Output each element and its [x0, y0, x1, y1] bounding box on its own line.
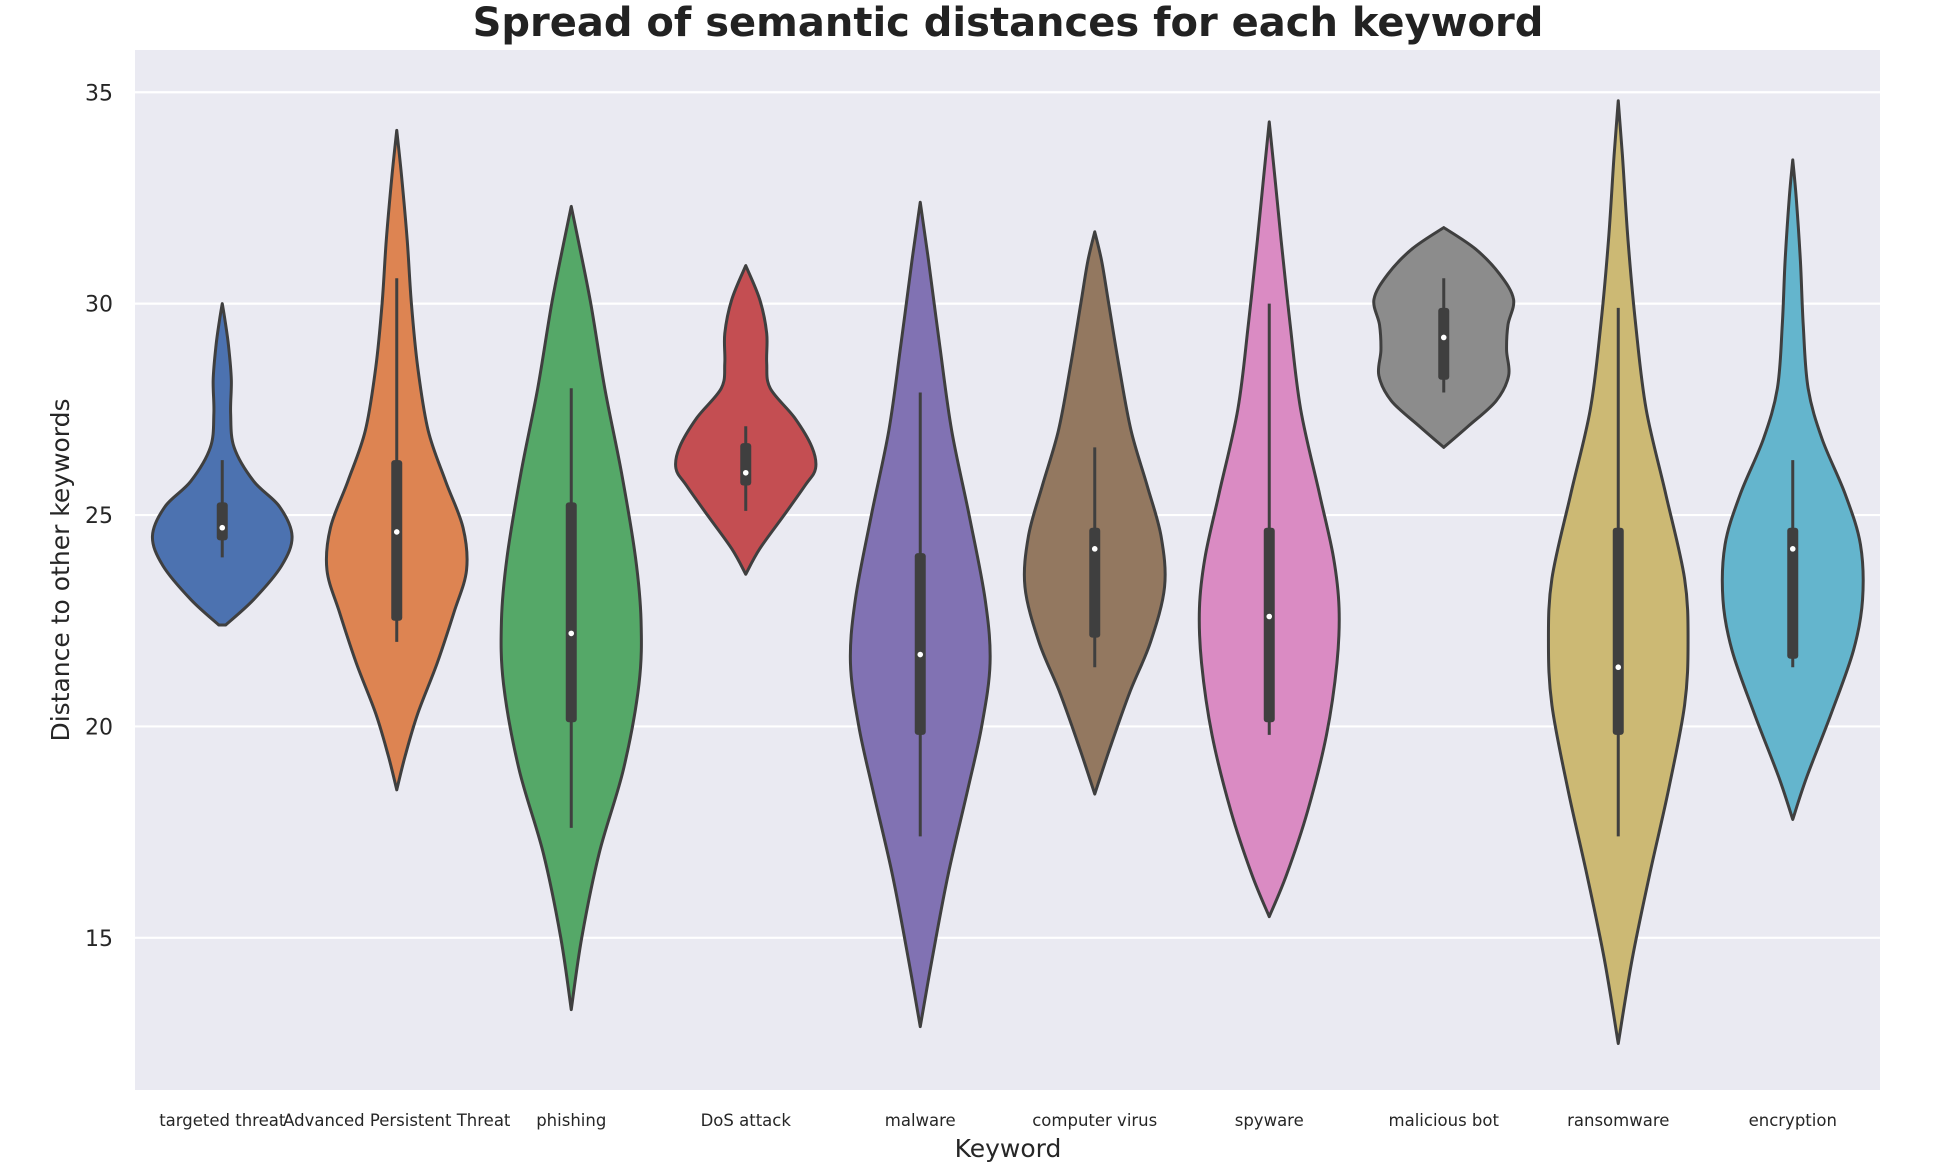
- chart-title: Spread of semantic distances for each ke…: [473, 0, 1544, 46]
- violin-body: [674, 264, 818, 576]
- violin-iqr-box: [1089, 527, 1101, 638]
- violin-iqr-box: [391, 460, 403, 621]
- violin-median-dot: [219, 524, 226, 531]
- violin-iqr-box: [565, 502, 577, 723]
- violin-iqr-box: [1263, 527, 1275, 723]
- y-axis-label: Distance to other keywords: [46, 398, 75, 741]
- violin-median-dot: [1266, 613, 1273, 620]
- violin-iqr-box: [740, 443, 752, 486]
- x-tick-label: spyware: [1235, 1111, 1304, 1130]
- violins: [150, 99, 1865, 1045]
- y-tick-labels: 15 20 25 30 35: [85, 81, 113, 952]
- violin-iqr-box: [1787, 527, 1799, 659]
- y-tick-label: 15: [85, 927, 113, 952]
- x-tick-label: malicious bot: [1389, 1111, 1500, 1130]
- violin-median-dot: [1440, 334, 1447, 341]
- violin-median-dot: [1091, 546, 1098, 552]
- x-tick-label: ransomware: [1567, 1111, 1669, 1130]
- violin-median-dot: [568, 630, 575, 637]
- x-tick-label: encryption: [1749, 1111, 1837, 1130]
- violin-median-dot: [917, 651, 924, 658]
- violin-iqr-box: [914, 553, 926, 735]
- violin-iqr-box: [1612, 527, 1624, 735]
- x-tick-label: targeted threat: [159, 1111, 286, 1130]
- violin-iqr-box: [216, 502, 228, 541]
- x-tick-label: phishing: [536, 1111, 606, 1130]
- x-tick-label: Advanced Persistent Threat: [283, 1111, 511, 1130]
- x-axis-label: Keyword: [955, 1134, 1062, 1163]
- violin-median-dot: [1615, 664, 1622, 671]
- x-tick-label: computer virus: [1032, 1111, 1157, 1130]
- x-tick-label: malware: [885, 1111, 956, 1130]
- violin-median-dot: [1789, 546, 1796, 552]
- y-tick-label: 35: [85, 81, 113, 106]
- violin-median-dot: [742, 469, 749, 476]
- y-tick-label: 25: [85, 504, 113, 529]
- violin-iqr-box: [1438, 307, 1450, 380]
- x-tick-label: DoS attack: [701, 1111, 792, 1130]
- y-tick-label: 20: [85, 715, 113, 740]
- violin-median-dot: [393, 529, 400, 535]
- y-tick-label: 30: [85, 293, 113, 318]
